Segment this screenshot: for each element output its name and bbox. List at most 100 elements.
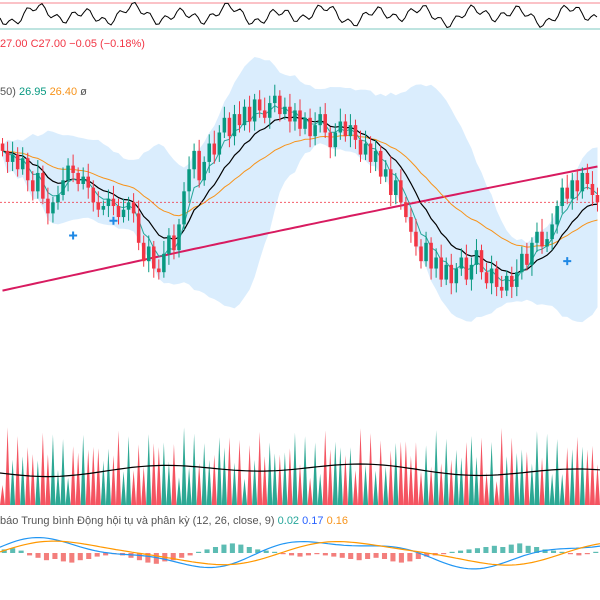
macd-histogram-bar [170,553,176,561]
ma-long-line [2,134,598,248]
macd-histogram-bar [407,553,413,562]
macd-legend-value-2: 0.17 [302,515,324,527]
candle [25,152,30,192]
candle-body [283,106,287,115]
volume-bar [15,435,21,505]
volume-bar [267,442,273,505]
volume-bar [211,454,217,505]
price-pane[interactable] [0,57,600,323]
candle-body [197,150,201,181]
candle [76,167,80,192]
volume-bar [302,436,308,505]
candle-body [570,180,575,199]
candle [590,171,595,207]
candle-body [262,110,267,118]
macd-histogram-bar [221,544,227,553]
volume-bar [85,449,91,505]
candle-body [187,169,191,192]
volume-bar [141,466,147,505]
candle [333,123,338,157]
volume-bar [282,452,288,505]
candle [373,139,378,172]
macd-histogram-bar [576,553,582,556]
candle [162,240,166,278]
candle-body [404,202,408,218]
candle [570,172,575,210]
macd-histogram-bar [246,547,252,553]
volume-bar [272,453,278,505]
volume-bar [489,442,495,505]
volume-bar [191,433,197,505]
candle-body [141,242,146,262]
volume-bar [236,439,243,505]
macd-histogram-bar [212,547,219,553]
candle [595,187,600,212]
macd-signal-line [0,540,600,566]
macd-histogram-bar [263,550,269,553]
ohlc-legend-change: −0.05 (−0.18%) [69,38,145,50]
candle [232,104,237,146]
ohlc-legend-close: C27.00 [30,38,67,50]
candle [262,97,267,124]
volume-bar [569,449,575,505]
candle [434,248,438,278]
volume-bar [539,457,545,505]
volume-bar [443,438,449,505]
volume-bar [131,470,137,505]
volume-bar [514,453,520,505]
candle-body [5,150,10,162]
volume-bar [559,473,565,505]
candle-body [36,172,40,192]
candle [96,191,101,218]
candle-body [525,253,529,265]
volume-bar [221,447,227,505]
candle-body [232,114,237,137]
candle-body [373,150,378,162]
macd-legend-title: báo Trung bình Động hội tụ và phân kỳ (1… [0,515,275,527]
volume-bar [448,459,454,505]
candle-body [504,275,509,291]
candle [585,163,590,190]
volume-bar [378,440,384,505]
candle [338,108,343,140]
candle-body [237,114,242,126]
macd-histogram-bar [43,553,50,561]
volume-bar [352,470,358,505]
candle [146,235,151,273]
candle [131,193,136,223]
candle-body [0,143,5,151]
volume-bar [105,448,111,505]
volume-bar [574,436,580,505]
ma-legend-prefix: 50) [0,86,16,98]
candle [141,235,146,267]
candle-body [555,206,559,225]
candle [530,237,534,276]
candle [414,218,418,256]
macd-histogram-bar [10,548,16,553]
volume-bar [504,456,510,505]
candle [192,143,196,179]
volume-bar [186,467,192,505]
candle-body [131,202,136,214]
volume-bar [337,447,343,505]
volume-bar [161,442,167,505]
macd-histogram-bar [593,551,599,553]
volume-bar [110,455,116,505]
volume-bar [433,430,439,505]
volume-bar [40,432,46,505]
volume-bar [287,448,293,505]
candle-body [434,257,438,269]
candle [36,160,40,199]
candle-body [394,180,398,195]
candle-body [217,132,222,155]
candle [328,126,333,159]
candle-body [106,198,111,207]
macd-histogram-bar [491,545,497,553]
volume-bar [458,457,464,505]
candle [515,259,519,297]
candle-body [212,143,217,155]
candle [257,90,262,118]
volume-bar [484,472,490,505]
macd-histogram-bar [18,550,24,553]
